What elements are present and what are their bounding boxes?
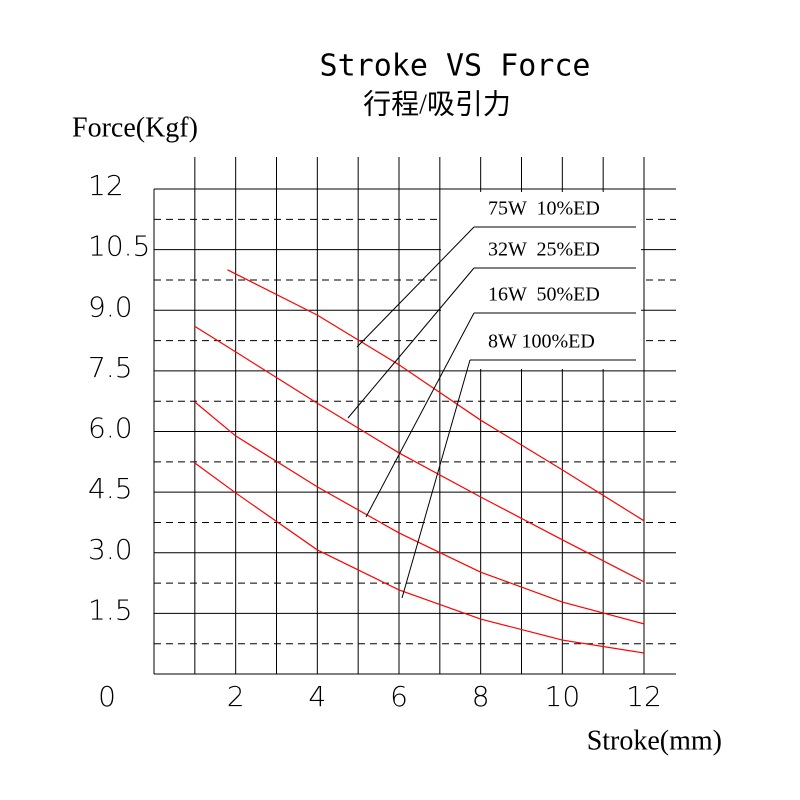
x-tick-label: 12 (626, 680, 662, 713)
y-tick-label: 9.0 (88, 290, 133, 323)
y-tick-label: 6.0 (88, 412, 133, 445)
chart-subtitle: 行程/吸引力 (363, 88, 511, 120)
y-tick-label: 12 (88, 169, 124, 202)
legend-label: 8W 100%ED (488, 331, 595, 353)
x-tick-label: 4 (308, 680, 326, 713)
chart-title: Stroke VS Force (320, 49, 591, 84)
x-tick-label: 8 (472, 680, 490, 713)
x-tick-label: 0 (98, 680, 116, 713)
x-tick-label: 10 (545, 680, 581, 713)
legend-label: 32W 25%ED (488, 239, 600, 261)
legend-label: 16W 50%ED (488, 284, 600, 306)
x-tick-label: 2 (227, 680, 245, 713)
x-axis-label: Stroke(mm) (587, 725, 722, 756)
y-tick-label: 10.5 (88, 230, 150, 263)
series-line (194, 401, 645, 625)
x-tick-label: 6 (390, 680, 408, 713)
y-tick-label: 1.5 (88, 593, 133, 626)
y-tick-label: 7.5 (88, 351, 133, 384)
legend-leader (365, 312, 475, 518)
y-tick-label: 3.0 (88, 533, 133, 566)
legend-label: 75W 10%ED (488, 198, 600, 220)
y-axis-label: Force(Kgf) (72, 112, 198, 143)
legend-background (441, 192, 641, 369)
series-line (194, 325, 645, 583)
y-tick-label: 4.5 (88, 472, 133, 505)
series-line (194, 462, 645, 654)
series-line (227, 269, 645, 522)
legend-leader (401, 359, 471, 599)
legend-leader (347, 267, 475, 419)
legend-leader (356, 226, 475, 348)
